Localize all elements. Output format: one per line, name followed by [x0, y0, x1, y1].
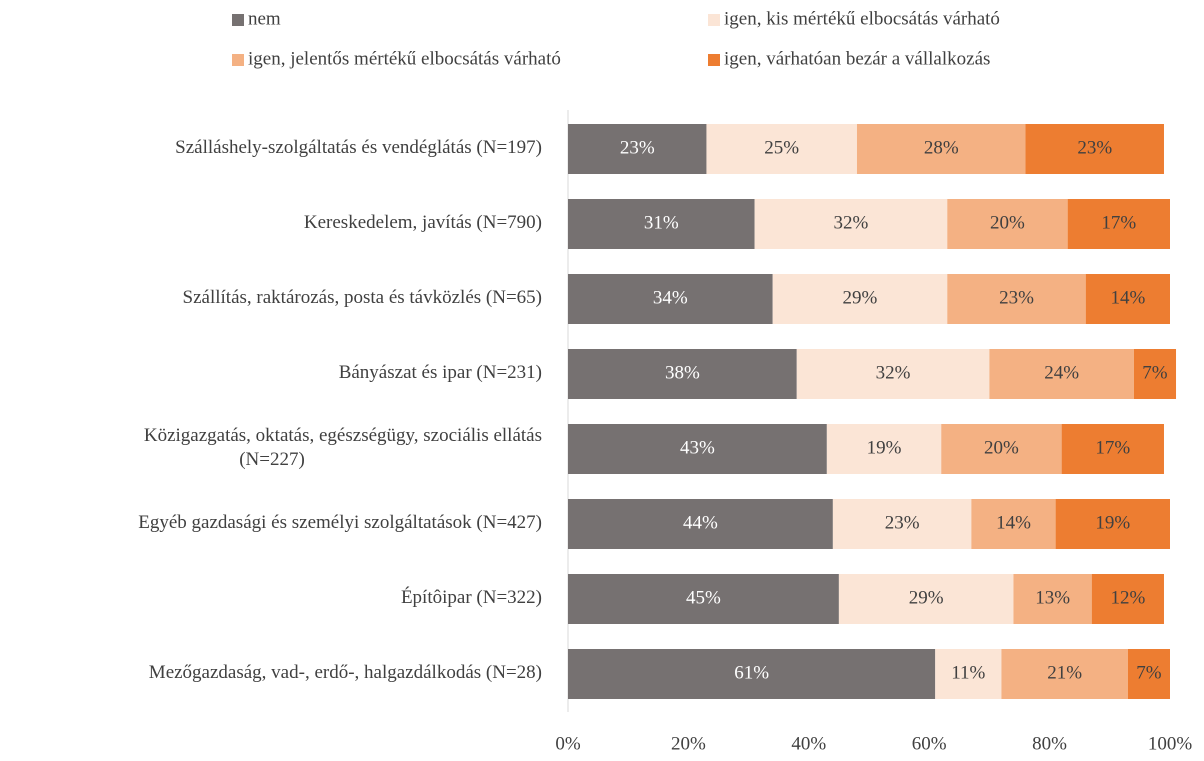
bar-segment [935, 649, 1002, 699]
value-label: 7% [1136, 662, 1162, 683]
legend-swatch [232, 14, 244, 26]
value-label: 31% [644, 212, 679, 233]
x-tick-label: 20% [671, 733, 706, 754]
value-label: 23% [999, 287, 1034, 308]
value-label: 7% [1142, 362, 1168, 383]
bar-segment [832, 499, 972, 549]
value-label: 20% [984, 437, 1019, 458]
bar-segment [989, 349, 1134, 399]
category-label: Építôipar (N=322) [401, 586, 542, 608]
bar-segment [1091, 574, 1164, 624]
bar-segment [568, 349, 797, 399]
value-label: 34% [653, 287, 688, 308]
bar-segment [796, 349, 990, 399]
bar-segment [1085, 274, 1170, 324]
value-label: 23% [1077, 137, 1112, 158]
bar-segment [1013, 574, 1092, 624]
bar-segment [1025, 124, 1164, 174]
bar-segment [568, 649, 936, 699]
legend-label: igen, kis mértékű elbocsátás várható [724, 8, 1000, 29]
value-label: 28% [924, 137, 959, 158]
bar-segment [971, 499, 1056, 549]
category-label: Bányászat és ipar (N=231) [339, 362, 542, 383]
value-label: 44% [683, 512, 718, 533]
value-label: 23% [620, 137, 655, 158]
value-label: 29% [909, 587, 944, 608]
category-label: Közigazgatás, oktatás, egészségügy, szoc… [144, 425, 542, 470]
bar-segment [1061, 424, 1164, 474]
legend-swatch [232, 54, 244, 66]
x-tick-label: 100% [1148, 733, 1193, 754]
value-label: 45% [686, 587, 721, 608]
legend-label: nem [248, 8, 281, 29]
value-label: 19% [867, 437, 902, 458]
category-label: Szálláshely-szolgáltatás és vendéglátás … [175, 137, 542, 158]
value-label: 61% [734, 662, 769, 683]
bar-segment [947, 199, 1068, 249]
value-label: 29% [843, 287, 878, 308]
legend-label: igen, várhatóan bezár a vállalkozás [724, 48, 990, 69]
value-label: 21% [1047, 662, 1082, 683]
value-label: 11% [951, 662, 985, 683]
bar-segment [568, 424, 827, 474]
value-label: 25% [764, 137, 799, 158]
category-label: Egyéb gazdasági és személyi szolgáltatás… [138, 512, 542, 533]
bar-segment [772, 274, 948, 324]
bar-segment [1055, 499, 1170, 549]
bar-segment [1133, 349, 1177, 399]
value-label: 14% [996, 512, 1031, 533]
legend-swatch [708, 54, 720, 66]
bar-segment [706, 124, 857, 174]
category-label: Szállítás, raktározás, posta és távközlé… [183, 287, 542, 308]
bar-segment [1001, 649, 1128, 699]
bar-segment [568, 574, 839, 624]
x-tick-label: 0% [555, 733, 581, 754]
x-tick-label: 80% [1032, 733, 1067, 754]
value-label: 17% [1101, 212, 1136, 233]
category-label: Kereskedelem, javítás (N=790) [304, 212, 542, 233]
bar-segment [568, 199, 755, 249]
bar-segment [568, 499, 833, 549]
value-label: 38% [665, 362, 700, 383]
legend-swatch [708, 14, 720, 26]
bar-segment [826, 424, 942, 474]
value-label: 17% [1095, 437, 1130, 458]
value-label: 20% [990, 212, 1025, 233]
bar-segment [568, 274, 773, 324]
bar-segment [754, 199, 948, 249]
bar-segment [941, 424, 1062, 474]
value-label: 14% [1110, 287, 1145, 308]
value-label: 23% [885, 512, 920, 533]
value-label: 12% [1110, 587, 1145, 608]
bar-segment [856, 124, 1026, 174]
value-label: 43% [680, 437, 715, 458]
legend-label: igen, jelentős mértékű elbocsátás várhat… [248, 48, 561, 69]
value-label: 13% [1035, 587, 1070, 608]
value-label: 32% [834, 212, 869, 233]
x-tick-label: 40% [791, 733, 826, 754]
bar-segment [838, 574, 1014, 624]
bar-segment [1127, 649, 1170, 699]
bar-segment [568, 124, 707, 174]
value-label: 32% [876, 362, 911, 383]
bar-segment [947, 274, 1086, 324]
bar-segment [1067, 199, 1170, 249]
category-label: Mezőgazdaság, vad-, erdő-, halgazdálkodá… [149, 662, 542, 683]
value-label: 19% [1095, 512, 1130, 533]
value-label: 24% [1044, 362, 1079, 383]
x-tick-label: 60% [912, 733, 947, 754]
